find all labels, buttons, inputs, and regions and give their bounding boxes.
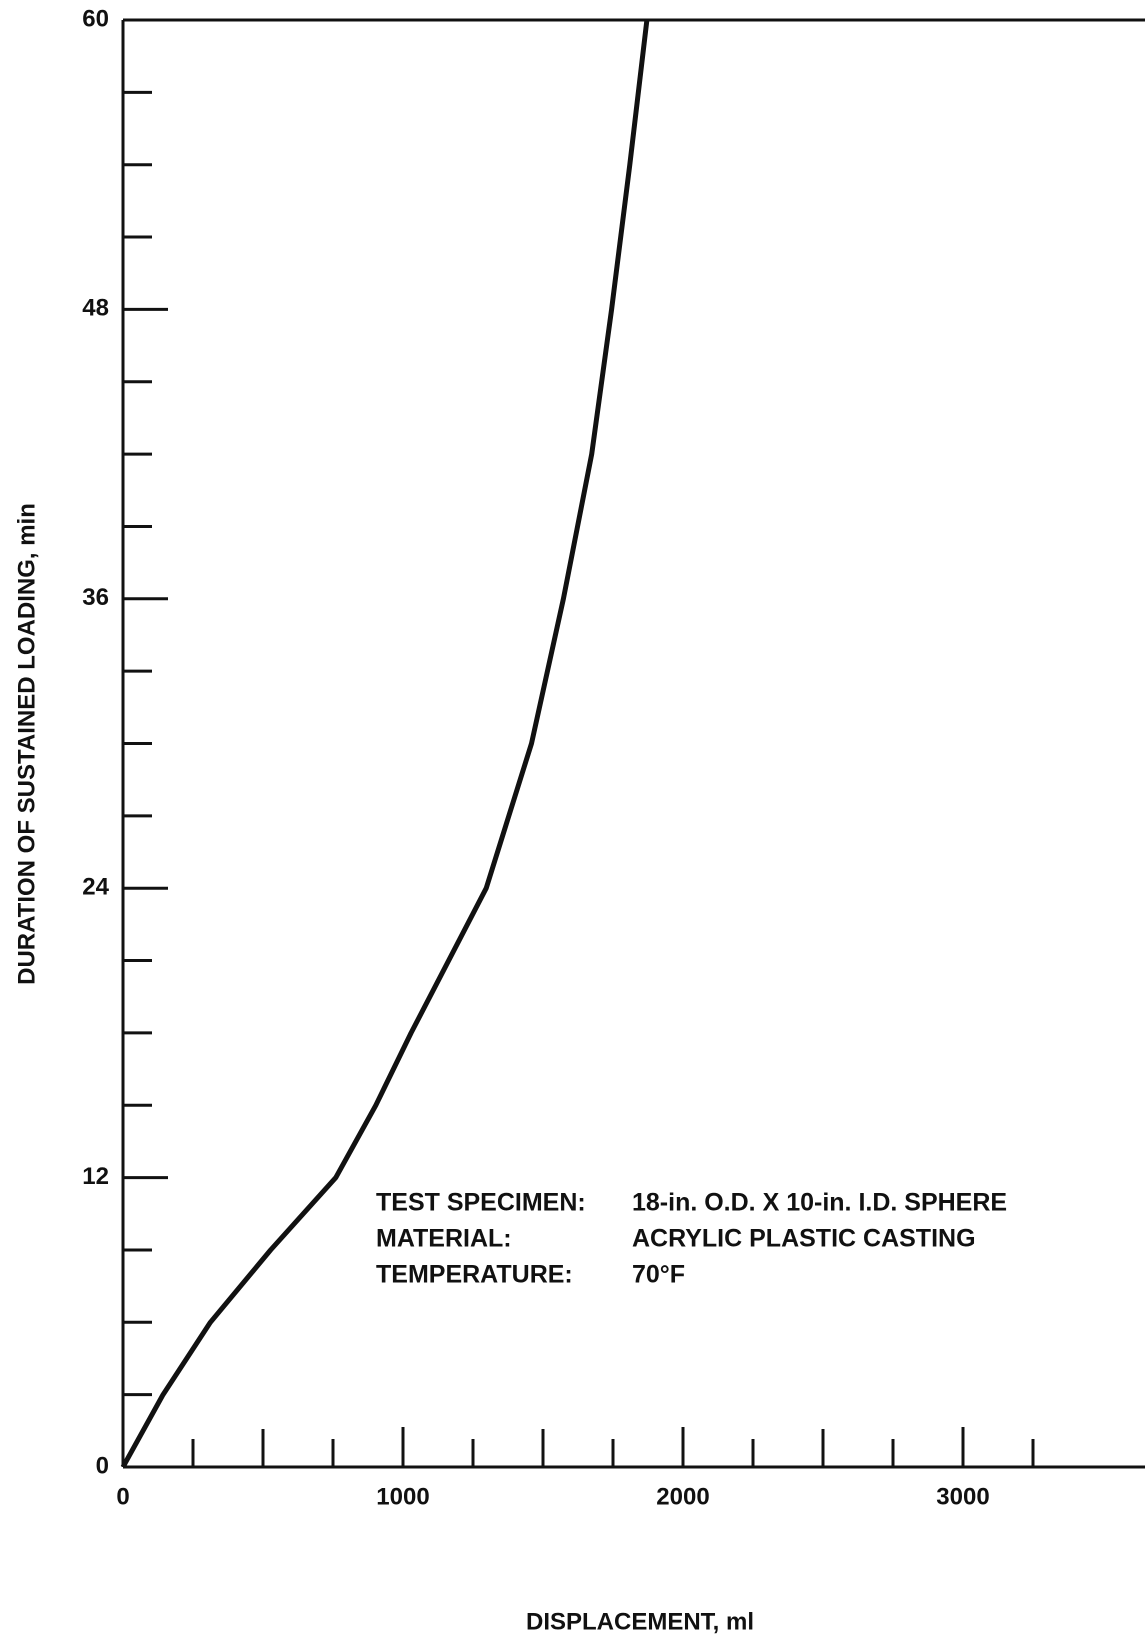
- x-tick-label: 2000: [656, 1483, 709, 1510]
- x-tick-label: 3000: [936, 1483, 989, 1510]
- y-tick-label: 36: [82, 584, 109, 611]
- x-tick-label: 1000: [376, 1483, 429, 1510]
- x-tick-label: 0: [116, 1483, 129, 1510]
- y-tick-label: 12: [82, 1163, 109, 1190]
- x-axis-label: DISPLACEMENT, ml: [526, 1608, 754, 1635]
- annotation-text: 18-in. O.D. X 10-in. I.D. SPHERE: [632, 1189, 1007, 1217]
- annotation-label: TEST SPECIMEN:: [376, 1189, 586, 1217]
- annotation-label: MATERIAL:: [376, 1225, 512, 1253]
- annotation-label: TEMPERATURE:: [376, 1261, 573, 1289]
- y-tick-label: 24: [82, 874, 109, 901]
- y-axis-label: DURATION OF SUSTAINED LOADING, min: [13, 503, 40, 985]
- annotation-text: ACRYLIC PLASTIC CASTING: [632, 1225, 976, 1253]
- annotation-text: 70°F: [632, 1261, 685, 1289]
- y-tick-label: 48: [82, 295, 109, 322]
- data-line: [120, 19, 650, 1469]
- y-tick-label: 60: [82, 5, 109, 32]
- y-tick-label: 0: [96, 1452, 109, 1479]
